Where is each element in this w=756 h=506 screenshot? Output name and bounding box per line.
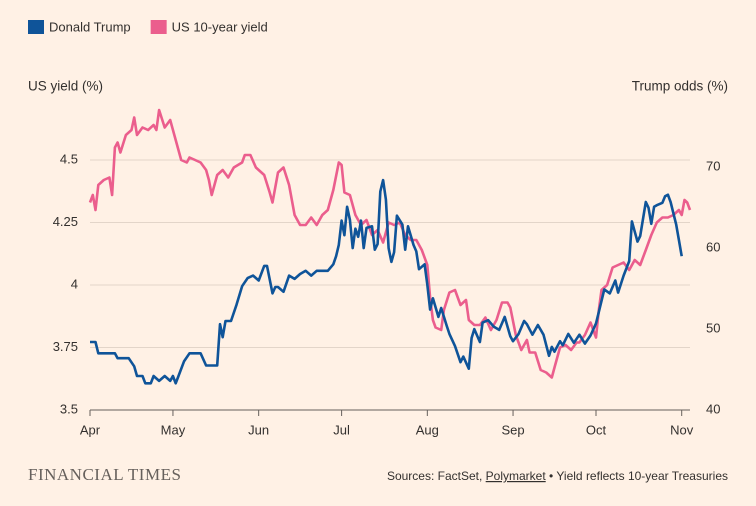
source-prefix: Sources: FactSet, [387,469,482,483]
x-tick-label: Jun [248,422,269,437]
y-tick-label: 4.5 [60,151,78,166]
y-tick-label: 4 [71,276,78,291]
x-tick-label: Sep [501,422,524,437]
source-link[interactable]: Polymarket [486,469,547,483]
y-axis-title: US yield (%) [28,79,103,94]
x-tick-label: Jul [333,422,350,437]
legend-label: US 10-year yield [172,19,268,34]
legend-item: Donald Trump [28,19,131,34]
x-tick-label: Oct [586,422,607,437]
x-tick-label: May [161,422,186,437]
legend-swatch [28,20,44,34]
x-tick-label: Apr [80,422,101,437]
legend-label: Donald Trump [49,19,131,34]
y-tick-label: 3.75 [53,339,78,354]
legend-swatch [150,20,167,34]
source-suffix: • Yield reflects 10-year Treasuries [549,469,728,483]
y2-tick-label: 70 [706,159,720,174]
y2-axis-title: Trump odds (%) [632,79,728,94]
legend-item: US 10-year yield [150,19,268,34]
x-tick-label: Nov [670,422,694,437]
series-line [90,178,683,385]
y2-tick-label: 60 [706,240,720,255]
y-tick-label: 4.25 [53,214,78,229]
y2-tick-label: 50 [706,320,720,335]
source: Sources: FactSet, Polymarket • Yield ref… [387,469,728,483]
x-tick-label: Aug [416,422,439,437]
y2-tick-label: 40 [706,401,720,416]
brand: FINANCIAL TIMES [28,465,181,484]
series-line [88,108,692,379]
y-tick-label: 3.5 [60,401,78,416]
